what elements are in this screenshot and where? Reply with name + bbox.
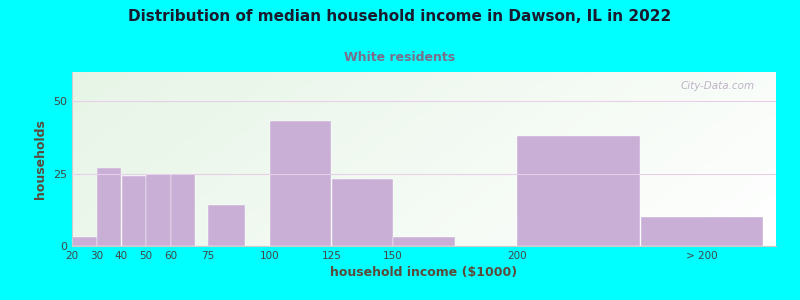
Bar <box>270 121 331 246</box>
Bar <box>171 173 195 246</box>
Text: Distribution of median household income in Dawson, IL in 2022: Distribution of median household income … <box>128 9 672 24</box>
Bar <box>518 136 639 246</box>
Bar <box>208 206 245 246</box>
Bar <box>122 176 146 246</box>
Text: City-Data.com: City-Data.com <box>681 81 755 91</box>
Text: White residents: White residents <box>345 51 455 64</box>
Bar <box>641 217 763 246</box>
Bar <box>394 237 454 246</box>
Y-axis label: households: households <box>34 119 47 199</box>
Bar <box>72 237 97 246</box>
X-axis label: household income ($1000): household income ($1000) <box>330 266 518 279</box>
Bar <box>332 179 393 246</box>
Bar <box>146 173 170 246</box>
Bar <box>97 168 122 246</box>
